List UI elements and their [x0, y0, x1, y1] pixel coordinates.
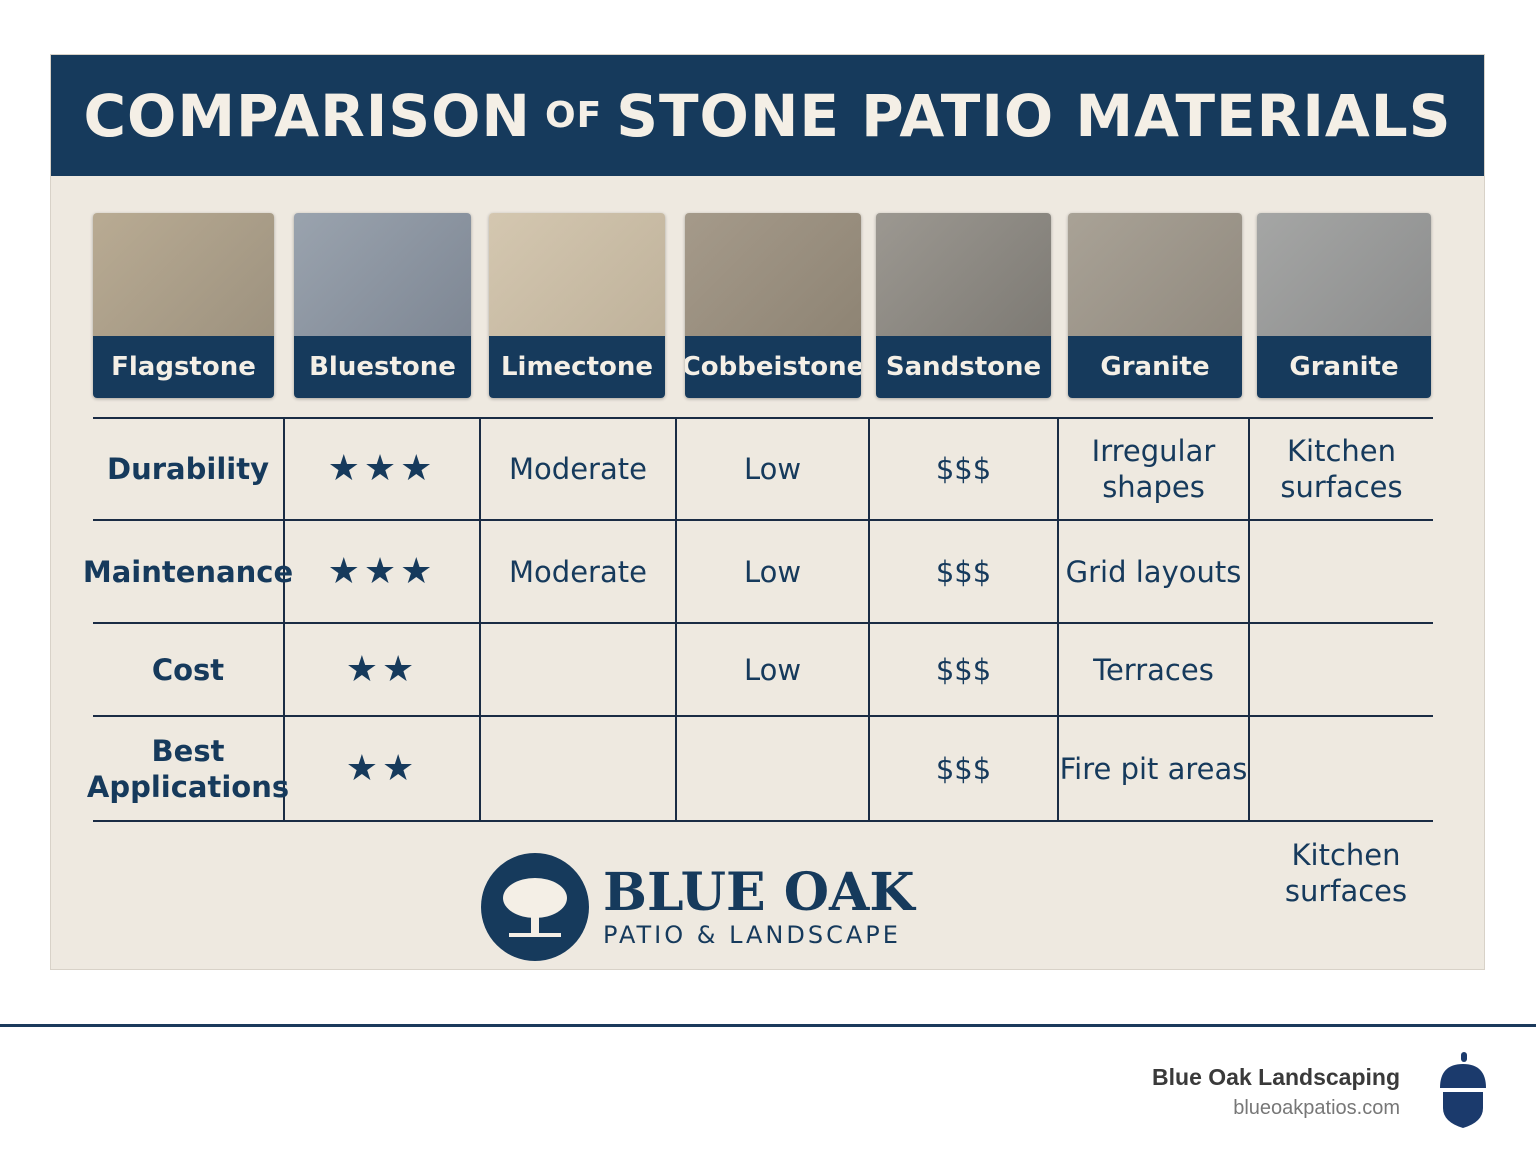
material-tile: Flagstone: [93, 213, 274, 398]
oak-tree-icon: [481, 853, 589, 961]
material-tile: Granite: [1257, 213, 1431, 398]
table-cell: Kitchen surfaces: [1250, 418, 1433, 521]
row-header: Cost: [93, 624, 285, 717]
table-cell: Moderate: [481, 418, 677, 521]
stone-texture-image: [1257, 213, 1431, 336]
table-cell: $$$: [870, 418, 1059, 521]
row-header: Maintenance: [83, 521, 293, 624]
table-cell: Low: [677, 624, 870, 717]
row-header: Durability: [93, 418, 285, 521]
stone-texture-image: [1068, 213, 1242, 336]
table-cell: [1250, 521, 1433, 624]
table-cell: Moderate: [481, 521, 677, 624]
table-cell: Fire pit areas: [1059, 717, 1250, 822]
logo: BLUE OAK PATIO & LANDSCAPE: [481, 853, 915, 961]
material-label: Granite: [1068, 336, 1242, 398]
material-label: Cobbeistone: [685, 336, 861, 398]
table-cell: $$$: [870, 521, 1059, 624]
table-cell: ★★: [285, 717, 481, 822]
table-cell: [1250, 624, 1433, 717]
stone-texture-image: [294, 213, 471, 336]
logo-tagline: PATIO & LANDSCAPE: [603, 921, 901, 949]
material-tile: Cobbeistone: [685, 213, 861, 398]
footer-divider: [0, 1024, 1536, 1027]
footer-company: Blue Oak Landscaping: [1152, 1064, 1400, 1090]
footer-url[interactable]: blueoakpatios.com: [1233, 1097, 1400, 1119]
material-tile: Limectone: [489, 213, 665, 398]
extra-note: Kitchen surfaces: [1284, 838, 1408, 908]
stone-texture-image: [876, 213, 1051, 336]
title-part1: COMPARISON: [83, 81, 531, 150]
table-cell: Terraces: [1059, 624, 1250, 717]
table-cell: $$$: [870, 624, 1059, 717]
stone-texture-image: [685, 213, 861, 336]
material-tile: Granite: [1068, 213, 1242, 398]
material-label: Limectone: [489, 336, 665, 398]
table-cell: $$$: [870, 717, 1059, 822]
material-tile: Sandstone: [876, 213, 1051, 398]
stone-texture-image: [93, 213, 274, 336]
material-label: Granite: [1257, 336, 1431, 398]
title-of: OF: [544, 95, 603, 136]
page-title: COMPARISON OF STONE PATIO MATERIALS: [51, 55, 1484, 176]
logo-name: BLUE OAK: [603, 862, 915, 923]
stone-texture-image: [489, 213, 665, 336]
table-cell: [677, 717, 870, 822]
table-cell: ★★★: [285, 418, 481, 521]
table-cell: Low: [677, 418, 870, 521]
table-cell: Low: [677, 521, 870, 624]
table-cell: [481, 717, 677, 822]
table-top-border: [93, 417, 1433, 419]
material-label: Sandstone: [876, 336, 1051, 398]
table-cell: [481, 624, 677, 717]
material-label: Bluestone: [294, 336, 471, 398]
table-cell: Grid layouts: [1059, 521, 1250, 624]
row-header: Best Applications: [87, 717, 289, 822]
table-cell: ★★★: [285, 521, 481, 624]
table-cell: ★★: [285, 624, 481, 717]
table-cell: Irregular shapes: [1059, 418, 1250, 521]
material-tile: Bluestone: [294, 213, 471, 398]
acorn-icon: [1440, 1052, 1486, 1128]
material-label: Flagstone: [93, 336, 274, 398]
title-part2: STONE PATIO MATERIALS: [616, 81, 1452, 150]
table-cell: [1250, 717, 1433, 822]
infographic-card: COMPARISON OF STONE PATIO MATERIALS Flag…: [50, 54, 1485, 970]
